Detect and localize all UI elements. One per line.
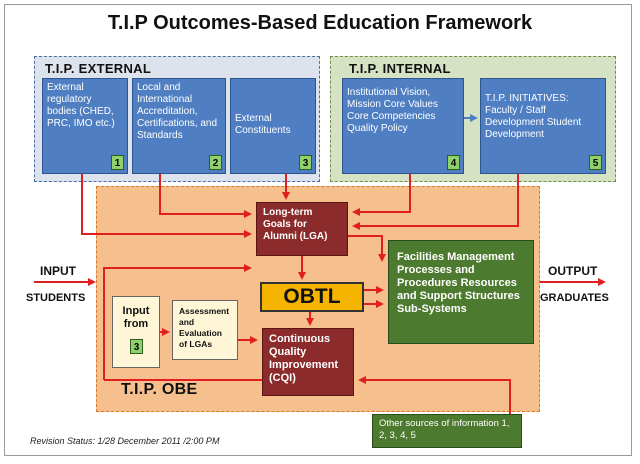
input-label: INPUT	[40, 264, 76, 278]
input-from-box: Input from 3	[112, 296, 160, 368]
internal-label: T.I.P. INTERNAL	[349, 61, 451, 76]
external-box-3-text: External Constituents	[235, 113, 291, 136]
students-label: STUDENTS	[26, 292, 86, 304]
input-from-text: Input from	[122, 305, 150, 330]
external-box-2-text: Local and International Accreditation, C…	[137, 82, 218, 141]
lga-box: Long-term Goals for Alumni (LGA)	[256, 202, 348, 256]
external-box-1-text: External regulatory bodies (CHED, PRC, I…	[47, 82, 115, 129]
diagram-title: T.I.P Outcomes-Based Education Framework	[107, 12, 533, 34]
number-badge-4: 4	[447, 155, 460, 170]
number-badge-2: 2	[209, 155, 222, 170]
number-badge-5: 5	[589, 155, 602, 170]
red-arrows	[34, 174, 606, 414]
obe-label: T.I.P. OBE	[121, 381, 198, 398]
number-badge-1: 1	[111, 155, 124, 170]
external-label: T.I.P. EXTERNAL	[45, 61, 152, 76]
external-box-1: External regulatory bodies (CHED, PRC, I…	[42, 78, 128, 174]
support-structures-box: Facilities Management Processes and Proc…	[388, 240, 534, 344]
frame	[4, 4, 632, 456]
obtl-box: OBTL	[260, 282, 364, 312]
cqi-box: Continuous Quality Improvement (CQI)	[262, 328, 354, 396]
external-box-2: Local and International Accreditation, C…	[132, 78, 226, 174]
output-label: OUTPUT	[548, 264, 598, 278]
internal-box-4-text: Institutional Vision, Mission Core Value…	[347, 87, 438, 134]
assessment-box: Assessment and Evaluation of LGAs	[172, 300, 238, 360]
other-sources-box: Other sources of information 1, 2, 3, 4,…	[372, 414, 522, 448]
external-box-3: External Constituents 3	[230, 78, 316, 174]
internal-box-5-text: T.I.P. INITIATIVES: Faculty / Staff Deve…	[485, 93, 582, 140]
internal-box-4: Institutional Vision, Mission Core Value…	[342, 78, 464, 174]
graduates-label: GRADUATES	[540, 292, 609, 304]
input-from-number-badge: 3	[130, 339, 143, 354]
internal-box-5: T.I.P. INITIATIVES: Faculty / Staff Deve…	[480, 78, 606, 174]
revision-status: Revision Status: 1/28 December 2011 /2:0…	[30, 436, 220, 446]
number-badge-3: 3	[299, 155, 312, 170]
